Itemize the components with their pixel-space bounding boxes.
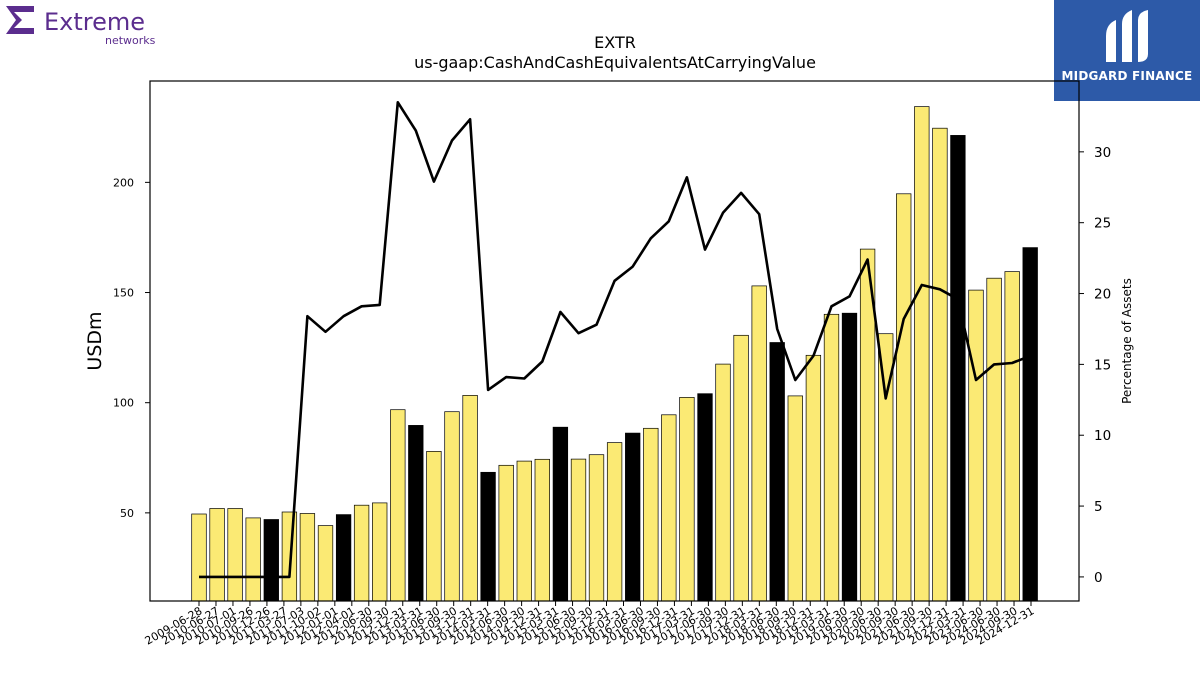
midgard-finance-logo: MIDGARD FINANCE bbox=[1054, 0, 1200, 101]
bar-11 bbox=[390, 409, 406, 602]
bar-17 bbox=[498, 464, 514, 602]
bar-16 bbox=[480, 471, 496, 602]
y-tick-label-0: 50 bbox=[120, 507, 134, 520]
bar-4 bbox=[263, 519, 279, 602]
y-axis-right: 0 5 10 15 20 25 30 bbox=[1079, 145, 1111, 586]
extreme-logo-word: Extreme bbox=[44, 8, 145, 36]
percentage-line bbox=[199, 101, 1031, 579]
bar-14 bbox=[444, 411, 460, 602]
bar-8 bbox=[335, 514, 352, 602]
y-tick-label-3: 200 bbox=[113, 176, 134, 189]
bar-21 bbox=[570, 458, 587, 602]
bar-24 bbox=[625, 432, 641, 602]
bar-10 bbox=[372, 502, 388, 602]
bar-18 bbox=[516, 460, 532, 602]
bar-1 bbox=[209, 508, 225, 602]
bar-32 bbox=[769, 342, 785, 602]
y2-tick-label-0: 0 bbox=[1094, 570, 1103, 586]
midgard-logo-mark-icon bbox=[1106, 10, 1148, 62]
bar-13 bbox=[426, 451, 442, 602]
y-tick-label-2: 150 bbox=[113, 287, 134, 300]
bar-41 bbox=[932, 127, 948, 602]
y2-tick-label-1: 5 bbox=[1094, 499, 1103, 515]
extreme-logo-sub: networks bbox=[105, 34, 156, 47]
y2-tick-label-3: 15 bbox=[1094, 357, 1111, 373]
chart-title: EXTR bbox=[594, 33, 636, 52]
bar-28 bbox=[697, 393, 713, 602]
bar-33 bbox=[787, 395, 803, 602]
bar-40 bbox=[914, 106, 930, 602]
bar-45 bbox=[1004, 271, 1020, 602]
bar-42 bbox=[950, 135, 966, 602]
y-axis-label: USDm bbox=[84, 311, 106, 370]
bar-39 bbox=[896, 193, 912, 602]
bar-3 bbox=[245, 517, 261, 602]
bar-30 bbox=[733, 334, 749, 602]
bar-27 bbox=[679, 397, 695, 602]
bar-5 bbox=[281, 511, 298, 602]
bar-22 bbox=[588, 454, 605, 602]
bar-44 bbox=[986, 277, 1002, 602]
bar-6 bbox=[299, 513, 316, 602]
bar-0 bbox=[191, 513, 207, 602]
bar-23 bbox=[606, 442, 623, 602]
y2-tick-label-4: 20 bbox=[1094, 287, 1111, 303]
line-layer bbox=[199, 101, 1031, 579]
extreme-logo-mark-icon: Extreme networks bbox=[6, 6, 156, 47]
y-tick-label-1: 100 bbox=[113, 397, 134, 410]
y2-axis-label: Percentage of Assets bbox=[1120, 278, 1134, 404]
midgard-logo-text: MIDGARD FINANCE bbox=[1061, 69, 1193, 83]
x-axis: 2009-06-282010-06-272010-07-012010-09-26… bbox=[143, 601, 1037, 648]
bar-46 bbox=[1022, 247, 1038, 602]
bar-2 bbox=[227, 508, 243, 602]
plot-frame bbox=[149, 80, 1080, 602]
bar-43 bbox=[968, 289, 984, 602]
y2-tick-label-6: 30 bbox=[1094, 145, 1111, 161]
bar-15 bbox=[462, 395, 478, 602]
bar-34 bbox=[805, 354, 822, 602]
bar-31 bbox=[751, 285, 767, 602]
bar-26 bbox=[661, 414, 677, 602]
bar-9 bbox=[353, 504, 370, 602]
chart-subtitle: us-gaap:CashAndCashEquivalentsAtCarrying… bbox=[414, 53, 816, 72]
bar-35 bbox=[823, 313, 840, 602]
bar-36 bbox=[841, 312, 858, 602]
y2-tick-label-2: 10 bbox=[1094, 428, 1111, 444]
bar-20 bbox=[552, 426, 569, 602]
y2-tick-label-5: 25 bbox=[1094, 216, 1111, 232]
y-axis-left: 50 100 150 200 bbox=[113, 176, 150, 520]
bar-7 bbox=[317, 525, 334, 602]
bar-19 bbox=[534, 458, 550, 602]
extreme-networks-logo: Extreme networks bbox=[4, 4, 174, 48]
bar-29 bbox=[715, 363, 731, 602]
bar-25 bbox=[643, 427, 659, 602]
bar-12 bbox=[408, 425, 424, 602]
bars-layer bbox=[191, 106, 1038, 602]
